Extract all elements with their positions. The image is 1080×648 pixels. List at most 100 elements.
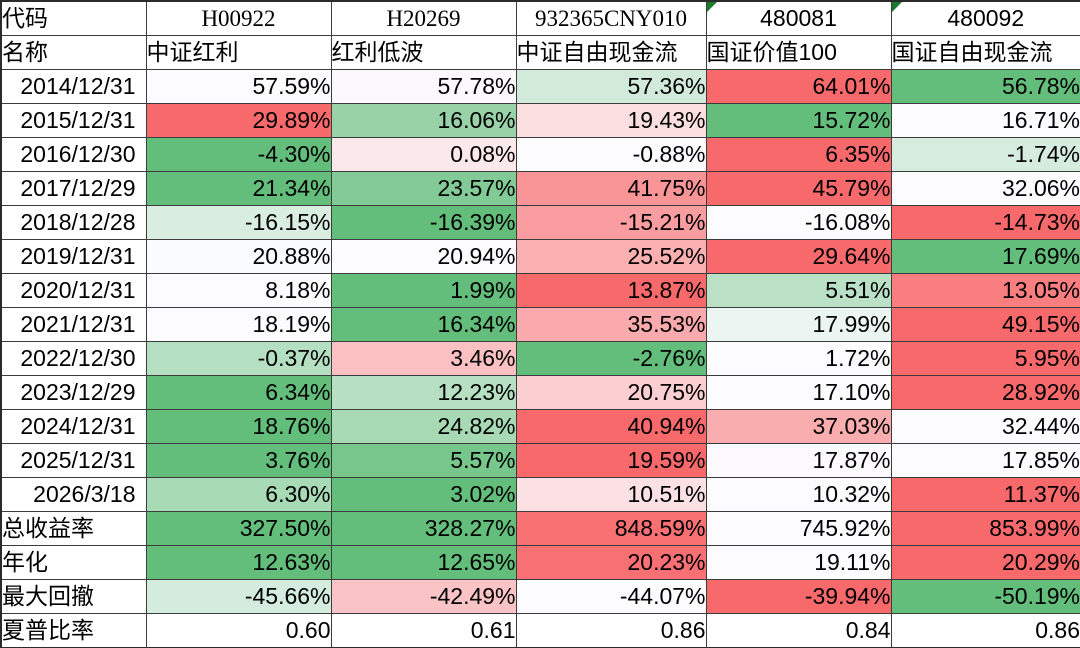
value-cell[interactable]: 32.44%: [890, 409, 1080, 444]
value-cell[interactable]: -44.07%: [515, 579, 707, 614]
value-cell[interactable]: 848.59%: [515, 511, 707, 546]
value-cell[interactable]: 23.57%: [330, 171, 517, 206]
value-cell[interactable]: 37.03%: [705, 409, 892, 444]
value-cell[interactable]: 20.75%: [515, 375, 707, 410]
value-cell[interactable]: 3.46%: [330, 341, 517, 376]
row-label-cell[interactable]: 2017/12/29: [0, 171, 147, 206]
value-cell[interactable]: 0.61: [330, 613, 517, 648]
value-cell[interactable]: 57.36%: [515, 69, 707, 104]
value-cell[interactable]: 12.65%: [330, 545, 517, 580]
value-cell[interactable]: 21.34%: [145, 171, 332, 206]
value-cell[interactable]: -42.49%: [330, 579, 517, 614]
row-label-cell[interactable]: 2019/12/31: [0, 239, 147, 274]
value-cell[interactable]: 3.02%: [330, 477, 517, 512]
value-cell[interactable]: 25.52%: [515, 239, 707, 274]
value-cell[interactable]: 19.59%: [515, 443, 707, 478]
row-label-cell[interactable]: 最大回撤: [0, 579, 147, 614]
value-cell[interactable]: 20.88%: [145, 239, 332, 274]
name-cell-H00922[interactable]: 中证红利: [145, 35, 332, 70]
value-cell[interactable]: 6.35%: [705, 137, 892, 172]
value-cell[interactable]: 10.32%: [705, 477, 892, 512]
value-cell[interactable]: -15.21%: [515, 205, 707, 240]
row-label-cell[interactable]: 2021/12/31: [0, 307, 147, 342]
value-cell[interactable]: 17.87%: [705, 443, 892, 478]
name-cell-H20269[interactable]: 红利低波: [330, 35, 517, 70]
value-cell[interactable]: 57.59%: [145, 69, 332, 104]
row-label-cell[interactable]: 2015/12/31: [0, 103, 147, 138]
value-cell[interactable]: 49.15%: [890, 307, 1080, 342]
value-cell[interactable]: -45.66%: [145, 579, 332, 614]
value-cell[interactable]: 13.87%: [515, 273, 707, 308]
row-label-cell[interactable]: 2016/12/30: [0, 137, 147, 172]
value-cell[interactable]: 8.18%: [145, 273, 332, 308]
value-cell[interactable]: 0.86: [890, 613, 1080, 648]
value-cell[interactable]: -16.15%: [145, 205, 332, 240]
value-cell[interactable]: 18.76%: [145, 409, 332, 444]
value-cell[interactable]: 12.63%: [145, 545, 332, 580]
code-header-label-cell[interactable]: 代码: [0, 0, 147, 36]
row-label-cell[interactable]: 2025/12/31: [0, 443, 147, 478]
value-cell[interactable]: -1.74%: [890, 137, 1080, 172]
value-cell[interactable]: -2.76%: [515, 341, 707, 376]
value-cell[interactable]: 328.27%: [330, 511, 517, 546]
row-label-cell[interactable]: 2014/12/31: [0, 69, 147, 104]
value-cell[interactable]: -0.37%: [145, 341, 332, 376]
value-cell[interactable]: 15.72%: [705, 103, 892, 138]
value-cell[interactable]: 28.92%: [890, 375, 1080, 410]
name-cell-480092[interactable]: 国证自由现金流: [890, 35, 1080, 70]
value-cell[interactable]: 10.51%: [515, 477, 707, 512]
row-label-cell[interactable]: 2024/12/31: [0, 409, 147, 444]
value-cell[interactable]: 18.19%: [145, 307, 332, 342]
value-cell[interactable]: 11.37%: [890, 477, 1080, 512]
value-cell[interactable]: 32.06%: [890, 171, 1080, 206]
value-cell[interactable]: 6.34%: [145, 375, 332, 410]
value-cell[interactable]: 745.92%: [705, 511, 892, 546]
value-cell[interactable]: -39.94%: [705, 579, 892, 614]
value-cell[interactable]: 16.71%: [890, 103, 1080, 138]
value-cell[interactable]: 12.23%: [330, 375, 517, 410]
value-cell[interactable]: 17.69%: [890, 239, 1080, 274]
value-cell[interactable]: 17.10%: [705, 375, 892, 410]
value-cell[interactable]: 45.79%: [705, 171, 892, 206]
value-cell[interactable]: 19.11%: [705, 545, 892, 580]
value-cell[interactable]: 56.78%: [890, 69, 1080, 104]
row-label-cell[interactable]: 2022/12/30: [0, 341, 147, 376]
name-header-label-cell[interactable]: 名称: [0, 35, 147, 70]
value-cell[interactable]: 0.08%: [330, 137, 517, 172]
name-cell-932365CNY010[interactable]: 中证自由现金流: [515, 35, 707, 70]
value-cell[interactable]: -14.73%: [890, 205, 1080, 240]
value-cell[interactable]: 853.99%: [890, 511, 1080, 546]
code-cell-480081[interactable]: 480081: [705, 0, 892, 36]
value-cell[interactable]: 327.50%: [145, 511, 332, 546]
value-cell[interactable]: 0.84: [705, 613, 892, 648]
value-cell[interactable]: 1.72%: [705, 341, 892, 376]
value-cell[interactable]: 0.60: [145, 613, 332, 648]
value-cell[interactable]: 0.86: [515, 613, 707, 648]
value-cell[interactable]: -16.39%: [330, 205, 517, 240]
value-cell[interactable]: 17.85%: [890, 443, 1080, 478]
row-label-cell[interactable]: 2020/12/31: [0, 273, 147, 308]
value-cell[interactable]: -16.08%: [705, 205, 892, 240]
value-cell[interactable]: 16.06%: [330, 103, 517, 138]
name-cell-480081[interactable]: 国证价值100: [705, 35, 892, 70]
value-cell[interactable]: 29.89%: [145, 103, 332, 138]
value-cell[interactable]: 13.05%: [890, 273, 1080, 308]
value-cell[interactable]: 1.99%: [330, 273, 517, 308]
value-cell[interactable]: 5.95%: [890, 341, 1080, 376]
value-cell[interactable]: -50.19%: [890, 579, 1080, 614]
value-cell[interactable]: -0.88%: [515, 137, 707, 172]
value-cell[interactable]: -4.30%: [145, 137, 332, 172]
code-cell-H00922[interactable]: H00922: [145, 0, 332, 36]
value-cell[interactable]: 20.23%: [515, 545, 707, 580]
code-cell-H20269[interactable]: H20269: [330, 0, 517, 36]
value-cell[interactable]: 64.01%: [705, 69, 892, 104]
value-cell[interactable]: 16.34%: [330, 307, 517, 342]
row-label-cell[interactable]: 年化: [0, 545, 147, 580]
value-cell[interactable]: 24.82%: [330, 409, 517, 444]
value-cell[interactable]: 57.78%: [330, 69, 517, 104]
row-label-cell[interactable]: 总收益率: [0, 511, 147, 546]
value-cell[interactable]: 35.53%: [515, 307, 707, 342]
value-cell[interactable]: 5.51%: [705, 273, 892, 308]
value-cell[interactable]: 20.94%: [330, 239, 517, 274]
value-cell[interactable]: 3.76%: [145, 443, 332, 478]
